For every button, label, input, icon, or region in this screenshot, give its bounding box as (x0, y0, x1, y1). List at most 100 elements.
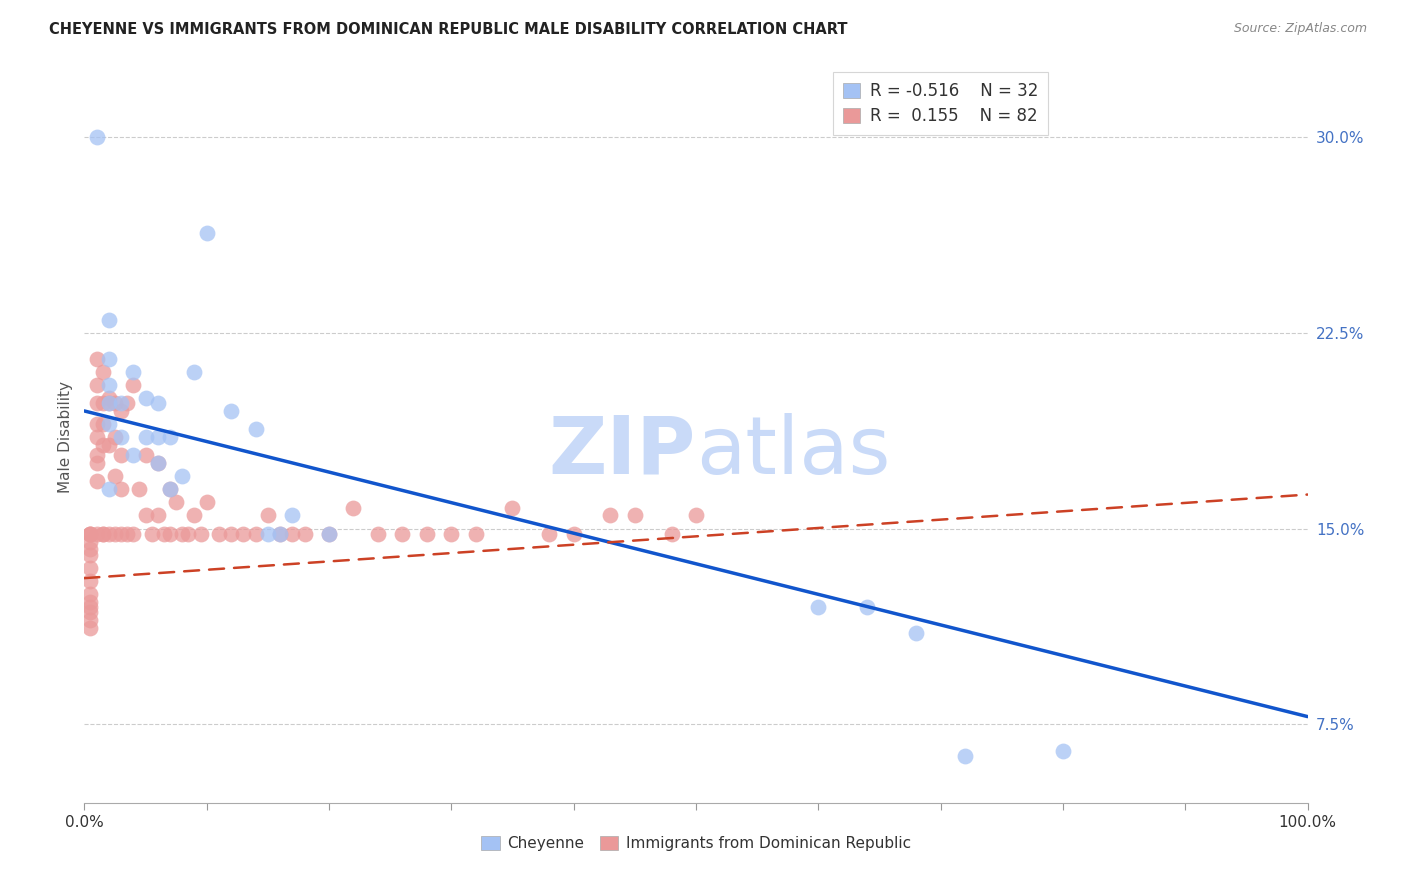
Point (91, 417, 114, 431)
Point (146, 456, 169, 470)
Point (86, 475, 108, 489)
Point (294, 526, 316, 541)
Point (905, 626, 928, 640)
Point (562, 526, 585, 541)
Point (141, 526, 163, 541)
Point (159, 483, 181, 497)
Point (97, 391, 120, 405)
Point (367, 526, 389, 541)
Point (856, 599, 879, 614)
Point (122, 365, 145, 379)
Point (79, 594, 101, 608)
Point (153, 526, 176, 541)
Point (104, 469, 127, 483)
Point (79, 574, 101, 588)
Point (146, 396, 169, 410)
Point (135, 430, 157, 444)
Text: CHEYENNE VS IMMIGRANTS FROM DOMINICAN REPUBLIC MALE DISABILITY CORRELATION CHART: CHEYENNE VS IMMIGRANTS FROM DOMINICAN RE… (49, 22, 848, 37)
Point (86, 417, 108, 431)
Point (86, 430, 108, 444)
Point (122, 377, 145, 392)
Point (110, 526, 132, 541)
Text: Source: ZipAtlas.com: Source: ZipAtlas.com (1233, 22, 1367, 36)
Point (79, 599, 101, 614)
Point (190, 526, 212, 541)
Point (318, 526, 340, 541)
Point (86, 456, 108, 470)
Point (232, 526, 254, 541)
Point (79, 526, 101, 541)
Point (807, 599, 830, 614)
Point (86, 129, 108, 144)
Point (79, 560, 101, 574)
Point (219, 526, 242, 541)
Point (79, 605, 101, 619)
Point (599, 508, 621, 523)
Point (502, 500, 524, 515)
Point (685, 508, 707, 523)
Point (245, 422, 267, 436)
Point (464, 526, 486, 541)
Point (342, 500, 364, 515)
Point (440, 526, 463, 541)
Point (172, 469, 194, 483)
Point (97, 417, 120, 431)
Y-axis label: Male Disability: Male Disability (58, 381, 73, 493)
Point (79, 621, 101, 635)
Point (165, 495, 187, 509)
Point (391, 526, 413, 541)
Point (79, 613, 101, 627)
Point (97, 483, 120, 497)
Point (281, 526, 304, 541)
Point (86, 351, 108, 366)
Text: ZIP: ZIP (548, 413, 696, 491)
Point (177, 526, 200, 541)
Point (97, 312, 120, 326)
Point (146, 508, 169, 523)
Point (245, 526, 267, 541)
Point (416, 526, 439, 541)
Point (257, 526, 280, 541)
Point (79, 548, 101, 562)
Point (115, 396, 138, 410)
Point (79, 587, 101, 601)
Point (79, 542, 101, 557)
Point (183, 365, 205, 379)
Point (257, 508, 280, 523)
Point (953, 748, 976, 763)
Point (318, 526, 340, 541)
Point (97, 526, 120, 541)
Point (208, 526, 231, 541)
Point (281, 508, 304, 523)
Point (91, 526, 114, 541)
Point (195, 495, 218, 509)
Point (159, 430, 181, 444)
Point (146, 456, 169, 470)
Point (86, 526, 108, 541)
Point (219, 404, 242, 418)
Point (97, 396, 120, 410)
Point (104, 396, 127, 410)
Point (97, 396, 120, 410)
Point (1052, 743, 1074, 757)
Point (79, 526, 101, 541)
Point (110, 430, 132, 444)
Point (97, 377, 120, 392)
Point (91, 526, 114, 541)
Point (110, 483, 132, 497)
Point (128, 483, 150, 497)
Point (115, 526, 138, 541)
Point (538, 526, 561, 541)
Point (86, 396, 108, 410)
Point (269, 526, 291, 541)
Point (110, 404, 132, 418)
Legend: Cheyenne, Immigrants from Dominican Republic: Cheyenne, Immigrants from Dominican Repu… (475, 830, 917, 857)
Point (91, 438, 114, 452)
Point (91, 396, 114, 410)
Point (97, 438, 120, 452)
Point (97, 351, 120, 366)
Point (79, 534, 101, 549)
Point (159, 526, 181, 541)
Point (159, 483, 181, 497)
Point (86, 377, 108, 392)
